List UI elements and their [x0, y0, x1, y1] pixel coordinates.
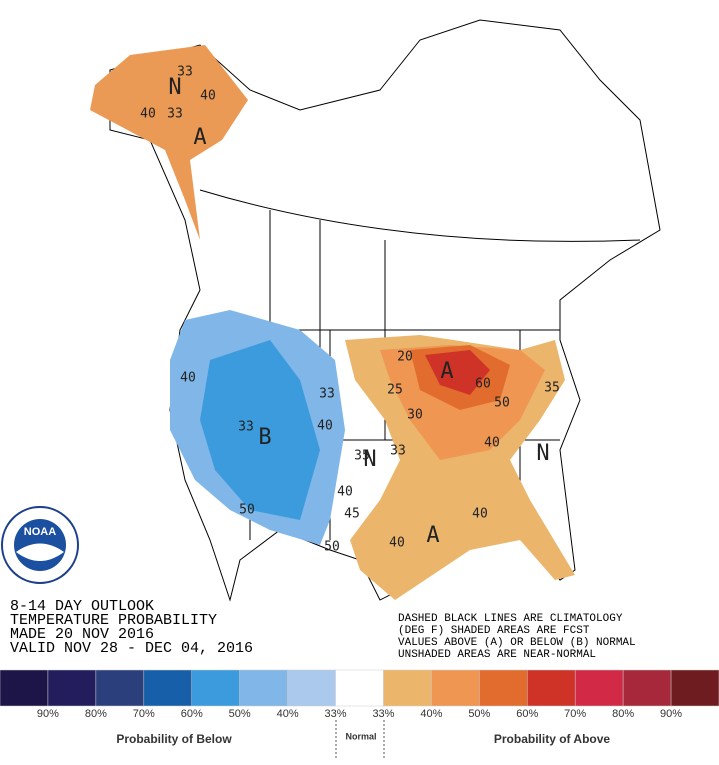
map-label: 40 [472, 507, 488, 522]
legend-swatch [431, 669, 480, 707]
legend-swatch [239, 669, 288, 707]
map-label: 33 [238, 420, 254, 435]
map-label: 60 [475, 377, 491, 392]
legend-swatch [527, 669, 576, 707]
legend-label: 33% [372, 708, 394, 720]
map-label: B [258, 425, 271, 450]
forecast-shading [90, 45, 575, 600]
legend-label: 50% [229, 708, 251, 720]
legend-label: 50% [468, 708, 490, 720]
legend-label: 90% [660, 708, 682, 720]
legend-title-above: Probability of Above [494, 732, 611, 746]
map-label: 40 [337, 485, 353, 500]
map-label: 35 [544, 381, 560, 396]
map-label: 50 [324, 540, 340, 555]
map-label: 35 [354, 449, 370, 464]
map-label: 50 [494, 396, 510, 411]
map-label: N [168, 75, 181, 100]
legend-label: 60% [181, 708, 203, 720]
legend-swatch [622, 669, 672, 707]
notes-text: DASHED BLACK LINES ARE CLIMATOLOGY(DEG F… [398, 613, 636, 661]
map-label: 45 [344, 507, 360, 522]
legend-swatch [191, 669, 240, 707]
legend-swatch [143, 669, 192, 707]
legend-swatch [47, 669, 97, 707]
map-label: 33 [319, 387, 335, 402]
legend-label: 70% [133, 708, 155, 720]
legend-swatch [0, 669, 49, 707]
outlook-line: TEMPERATURE PROBABILITY [10, 612, 217, 629]
legend-swatch [383, 669, 432, 707]
map-labels: N A 40 33 40 33 B 40 33 40 33 50 A 20 25… [140, 65, 560, 555]
legend-swatch [574, 669, 624, 707]
legend-label: 40% [277, 708, 299, 720]
outlook-line: 8-14 DAY OUTLOOK [10, 598, 154, 615]
note-line: VALUES ABOVE (A) OR BELOW (B) NORMAL [398, 637, 636, 649]
map-label: 25 [387, 383, 403, 398]
legend-label: 90% [37, 708, 59, 720]
map-label: N [363, 447, 376, 472]
logo-text: NOAA [24, 526, 56, 538]
outlook-line: MADE 20 NOV 2016 [10, 626, 154, 643]
map-label: N [536, 441, 549, 466]
map-label: 30 [407, 408, 423, 423]
outlook-line: VALID NOV 28 - DEC 04, 2016 [10, 640, 253, 657]
map-label: 40 [140, 107, 156, 122]
note-line: DASHED BLACK LINES ARE CLIMATOLOGY [398, 613, 623, 625]
legend-title-below: Probability of Below [116, 732, 232, 746]
legend-swatch [287, 669, 336, 707]
legend: 90% 80% 70% 60% 50% 40% 33% 33% 40% 50% 60% 70% 80% 9… [0, 669, 719, 720]
map-label: 20 [397, 350, 413, 365]
legend-swatch [335, 669, 384, 707]
map-label: A [426, 523, 439, 548]
legend-label: 60% [516, 708, 538, 720]
legend-title-normal: Normal [345, 731, 376, 741]
legend-label: 33% [325, 708, 347, 720]
legend-swatch [479, 669, 528, 707]
map-label: 33 [390, 444, 406, 459]
map-label: 40 [200, 89, 216, 104]
legend-swatch [670, 669, 719, 707]
map-label: 40 [484, 436, 500, 451]
noaa-logo: NOAA [1, 506, 79, 584]
map-label: 40 [317, 419, 333, 434]
map-label: 33 [177, 65, 193, 80]
map-label: 50 [239, 503, 255, 518]
map-label: A [193, 125, 206, 150]
map-label: 40 [389, 536, 405, 551]
legend-swatch [95, 669, 145, 707]
legend-label: 40% [420, 708, 442, 720]
map-label: 33 [167, 107, 183, 122]
legend-label: 70% [564, 708, 586, 720]
note-line: UNSHADED AREAS ARE NEAR-NORMAL [398, 649, 596, 661]
map-label: A [440, 359, 453, 384]
map-label: 40 [180, 371, 196, 386]
note-line: (DEG F) SHADED AREAS ARE FCST [398, 625, 590, 637]
legend-label: 80% [85, 708, 107, 720]
legend-label: 80% [612, 708, 634, 720]
